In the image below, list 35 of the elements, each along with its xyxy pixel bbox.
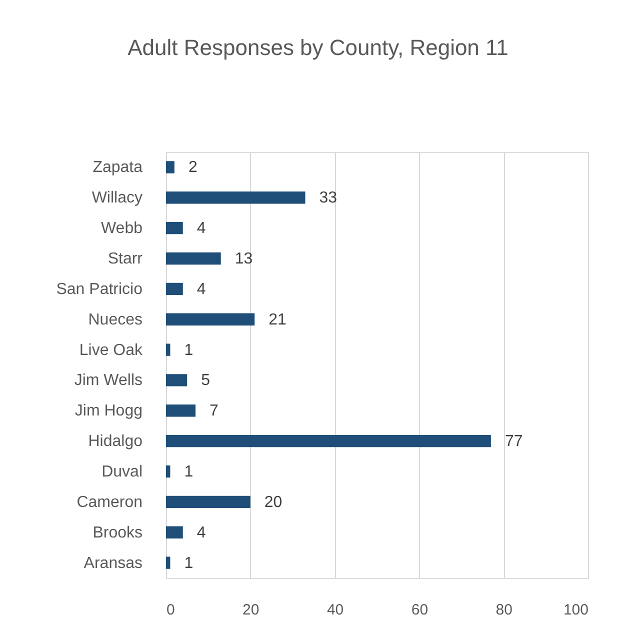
x-tick-label: 60 <box>411 602 428 618</box>
data-label: 2 <box>188 159 198 176</box>
data-label: 20 <box>264 494 282 511</box>
y-tick-label: Jim Hogg <box>74 402 142 420</box>
x-tick-label: 40 <box>326 602 344 618</box>
data-label: 1 <box>184 464 194 480</box>
y-tick-label: Starr <box>108 250 144 268</box>
x-tick-label: 80 <box>496 602 512 618</box>
data-label: 13 <box>234 250 253 268</box>
data-label: 4 <box>196 220 206 238</box>
y-tick-label: Jim Wells <box>74 372 142 390</box>
y-tick-label: Zapata <box>92 159 143 176</box>
x-tick-label: 100 <box>563 602 588 618</box>
y-tick-label: Aransas <box>84 554 142 572</box>
y-tick-label: Cameron <box>76 494 142 511</box>
data-label: 21 <box>268 311 287 328</box>
y-tick-label: Nueces <box>88 311 142 328</box>
data-label: 1 <box>184 554 194 572</box>
data-label: 33 <box>319 190 338 207</box>
data-label: 4 <box>196 524 206 542</box>
chart-title: Adult Responses by County, Region 11 <box>128 35 508 60</box>
data-label: 77 <box>504 433 523 450</box>
y-tick-label: Willacy <box>92 190 142 207</box>
y-tick-label: Live Oak <box>79 342 144 359</box>
y-tick-label: Hidalgo <box>88 433 143 450</box>
data-label: 5 <box>201 372 210 390</box>
x-tick-label: 0 <box>166 602 175 618</box>
x-tick-label: 20 <box>242 602 260 618</box>
data-label: 7 <box>210 402 219 420</box>
data-label: 4 <box>196 280 206 298</box>
y-tick-label: Brooks <box>92 524 142 542</box>
y-tick-label: Duval <box>102 464 142 480</box>
y-tick-label: San Patricio <box>56 280 143 298</box>
y-tick-label: Webb <box>100 220 143 238</box>
data-label: 1 <box>184 342 194 359</box>
